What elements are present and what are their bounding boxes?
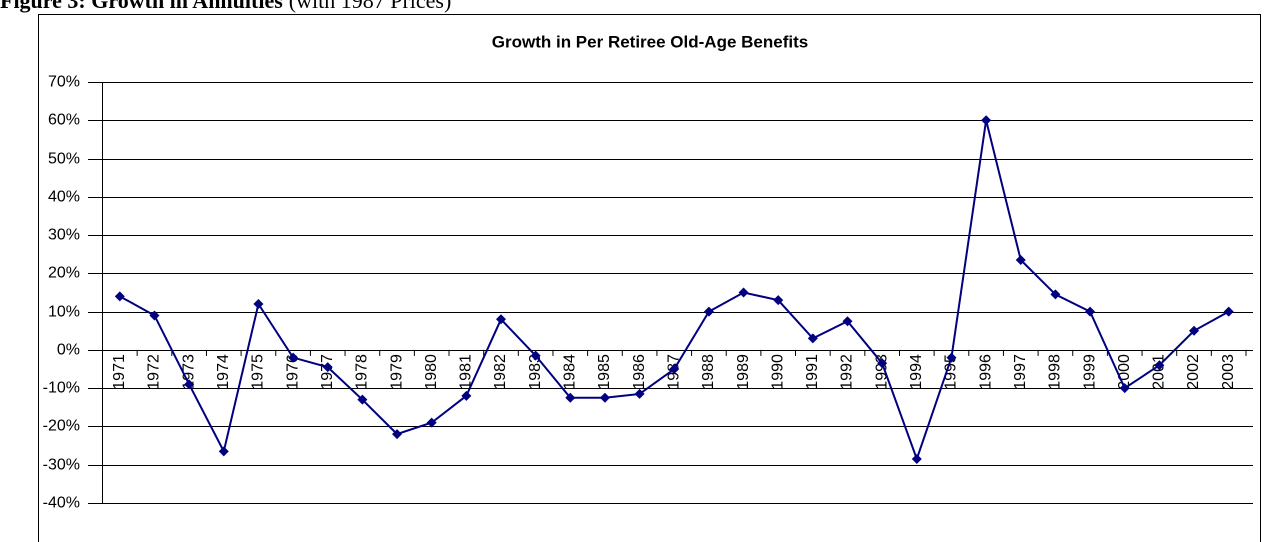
x-tick-label: 2000 xyxy=(1116,354,1133,390)
marker xyxy=(114,291,125,302)
marker xyxy=(253,298,264,309)
marker xyxy=(981,115,992,126)
marker xyxy=(738,287,749,298)
x-tick-label: 1986 xyxy=(631,354,648,390)
marker xyxy=(669,364,680,375)
marker xyxy=(461,390,472,401)
x-tick-label: 1971 xyxy=(111,354,128,390)
x-tick-label: 1979 xyxy=(388,354,405,390)
y-tick-label: 0% xyxy=(57,342,80,359)
marker xyxy=(599,392,610,403)
marker xyxy=(392,429,403,440)
marker xyxy=(1015,254,1026,265)
x-tick-label: 1982 xyxy=(492,354,509,390)
marker xyxy=(288,352,299,363)
marker xyxy=(1189,325,1200,336)
marker xyxy=(530,350,541,361)
x-tick-label: 1991 xyxy=(804,354,821,390)
caption: Figure 3: Growth in Annuities (with 1987 … xyxy=(0,0,451,13)
y-tick-label: 50% xyxy=(48,151,80,168)
marker xyxy=(703,306,714,317)
y-tick-label: 60% xyxy=(48,112,80,129)
marker xyxy=(426,417,437,428)
x-tick-label: 1985 xyxy=(596,354,613,390)
caption-label: Figure 3: Growth in Annuities xyxy=(0,0,283,13)
marker xyxy=(149,310,160,321)
marker xyxy=(565,392,576,403)
chart-title: Growth in Per Retiree Old-Age Benefits xyxy=(492,32,808,51)
x-tick-label: 1980 xyxy=(423,354,440,390)
x-tick-label: 1997 xyxy=(1012,354,1029,390)
marker xyxy=(842,316,853,327)
y-tick-label: 40% xyxy=(48,189,80,206)
x-tick-label: 2001 xyxy=(1151,354,1168,390)
x-tick-label: 1996 xyxy=(977,354,994,390)
x-tick-label: 1978 xyxy=(354,354,371,390)
marker xyxy=(911,453,922,464)
marker xyxy=(495,314,506,325)
y-tick-label: 20% xyxy=(48,265,80,282)
x-tick-label: 2003 xyxy=(1220,354,1237,390)
x-tick-label: 1988 xyxy=(700,354,717,390)
x-tick-label: 1990 xyxy=(769,354,786,390)
y-tick-label: -40% xyxy=(43,495,80,512)
marker xyxy=(322,362,333,373)
y-tick-label: -10% xyxy=(43,380,80,397)
y-tick-label: -30% xyxy=(43,457,80,474)
y-tick-label: 10% xyxy=(48,304,80,321)
marker xyxy=(807,333,818,344)
x-tick-label: 2002 xyxy=(1185,354,1202,390)
caption-note: (with 1987 Prices) xyxy=(289,0,452,13)
x-tick-label: 1992 xyxy=(839,354,856,390)
x-tick-label: 1998 xyxy=(1047,354,1064,390)
marker xyxy=(184,379,195,390)
x-tick-label: 1994 xyxy=(908,354,925,390)
x-tick-label: 1973 xyxy=(180,354,197,390)
marker xyxy=(634,388,645,399)
marker xyxy=(877,358,888,369)
series-line xyxy=(119,120,1230,462)
x-tick-label: 1974 xyxy=(215,354,232,390)
chart-border xyxy=(38,14,1261,542)
x-tick-label: 1976 xyxy=(284,354,301,390)
marker xyxy=(1119,383,1130,394)
x-tick-label: 1999 xyxy=(1081,354,1098,390)
marker xyxy=(218,446,229,457)
x-tick-label: 1975 xyxy=(250,354,267,390)
x-tick-label: 1989 xyxy=(735,354,752,390)
x-tick-label: 1983 xyxy=(527,354,544,390)
y-tick-label: 70% xyxy=(48,74,80,91)
marker xyxy=(946,352,957,363)
y-tick-label: -20% xyxy=(43,418,80,435)
marker xyxy=(1050,289,1061,300)
x-tick-label: 1995 xyxy=(943,354,960,390)
x-tick-label: 1984 xyxy=(562,354,579,390)
x-tick-label: 1981 xyxy=(458,354,475,390)
marker xyxy=(1085,306,1096,317)
x-tick-label: 1972 xyxy=(146,354,163,390)
marker xyxy=(773,295,784,306)
y-tick-label: 30% xyxy=(48,227,80,244)
marker xyxy=(357,394,368,405)
marker xyxy=(1154,360,1165,371)
marker xyxy=(1223,306,1234,317)
